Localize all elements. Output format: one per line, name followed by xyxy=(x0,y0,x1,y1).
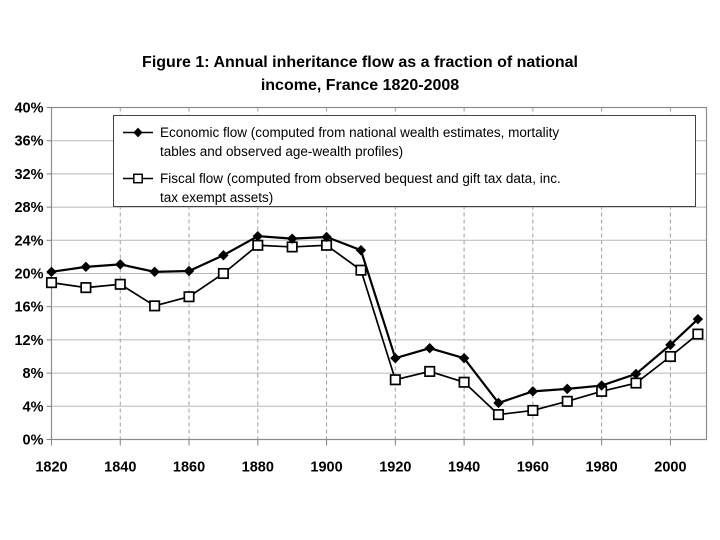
chart-title: Figure 1: Annual inheritance flow as a f… xyxy=(0,51,720,97)
data-point-square xyxy=(114,278,126,290)
data-point-diamond xyxy=(630,368,642,380)
chart-title-line-1: Figure 1: Annual inheritance flow as a f… xyxy=(142,54,578,71)
chart-title-line-2: income, France 1820-2008 xyxy=(260,77,460,94)
data-point-square xyxy=(458,376,470,388)
data-point-diamond xyxy=(692,313,704,325)
data-point-square xyxy=(252,239,264,251)
data-point-square xyxy=(80,282,92,294)
x-axis-label: 1940 xyxy=(448,460,480,476)
data-point-square xyxy=(492,409,505,421)
x-axis-label: 1960 xyxy=(517,460,549,476)
data-point-square xyxy=(45,277,58,289)
data-point-diamond xyxy=(458,352,470,364)
x-axis-label: 2000 xyxy=(654,460,686,476)
series-line-filled-diamond xyxy=(51,235,699,405)
x-axis-label: 1980 xyxy=(585,460,617,476)
legend-fiscal-line-1: Fiscal flow (computed from observed bequ… xyxy=(160,171,561,186)
y-axis-label: 8% xyxy=(23,366,44,382)
x-axis-label: 1900 xyxy=(310,460,342,476)
y-axis-label: 40% xyxy=(14,101,43,117)
filled-diamond-marker-icon xyxy=(123,127,153,138)
data-point-diamond xyxy=(286,233,298,244)
legend-label-fiscal-flow: Fiscal flow (computed from observed bequ… xyxy=(160,169,561,207)
y-axis-label: 16% xyxy=(14,300,43,316)
x-axis-label: 1880 xyxy=(242,460,274,476)
legend-label-economic-flow: Economic flow (computed from national we… xyxy=(160,123,559,161)
data-point-square xyxy=(355,264,367,276)
data-point-diamond xyxy=(218,250,229,261)
data-point-diamond xyxy=(252,230,263,242)
data-point-square xyxy=(424,365,436,377)
data-point-diamond xyxy=(493,397,504,409)
y-axis-label: 32% xyxy=(14,167,43,183)
x-axis-label: 1840 xyxy=(104,460,136,476)
data-point-square xyxy=(217,267,229,280)
data-point-square xyxy=(630,377,642,389)
y-axis-label: 20% xyxy=(14,267,43,283)
data-point-diamond xyxy=(115,259,126,270)
data-point-square xyxy=(149,300,161,312)
x-axis-label: 1820 xyxy=(35,460,67,476)
x-axis-label: 1860 xyxy=(173,460,205,476)
y-axis-label: 4% xyxy=(23,399,44,415)
data-point-diamond xyxy=(665,339,676,351)
data-point-diamond xyxy=(321,231,332,243)
data-point-diamond xyxy=(596,380,607,391)
y-axis-label: 0% xyxy=(23,433,44,449)
series-line-open-square xyxy=(51,244,699,416)
legend-economic-line-2: tables and observed age-wealth profiles) xyxy=(160,144,404,159)
y-axis-label: 12% xyxy=(14,333,43,349)
data-point-diamond xyxy=(562,383,573,395)
data-point-diamond xyxy=(390,352,401,364)
data-point-square xyxy=(527,404,539,416)
legend-economic-line-1: Economic flow (computed from national we… xyxy=(160,125,560,140)
data-point-square xyxy=(389,374,401,386)
chart-legend: Economic flow (computed from national we… xyxy=(113,115,696,207)
data-point-square xyxy=(183,291,195,303)
data-point-diamond xyxy=(46,266,57,278)
data-point-diamond xyxy=(424,343,435,354)
x-axis-label: 1920 xyxy=(379,460,411,476)
legend-fiscal-line-2: tax exempt assets) xyxy=(160,190,274,205)
legend-item-fiscal-flow: Fiscal flow (computed from observed bequ… xyxy=(123,169,691,207)
data-point-square xyxy=(561,395,573,407)
data-point-square xyxy=(664,350,676,363)
data-point-diamond xyxy=(149,266,160,278)
y-axis-label: 36% xyxy=(14,134,43,150)
data-point-diamond xyxy=(80,261,92,273)
y-axis-label: 24% xyxy=(14,233,43,249)
legend-item-economic-flow: Economic flow (computed from national we… xyxy=(123,123,691,161)
data-point-diamond xyxy=(183,265,195,277)
data-point-square xyxy=(692,328,704,340)
y-axis-label: 28% xyxy=(14,200,43,216)
data-point-diamond xyxy=(355,245,367,256)
open-square-marker-icon xyxy=(123,173,153,184)
data-point-diamond xyxy=(527,386,539,397)
